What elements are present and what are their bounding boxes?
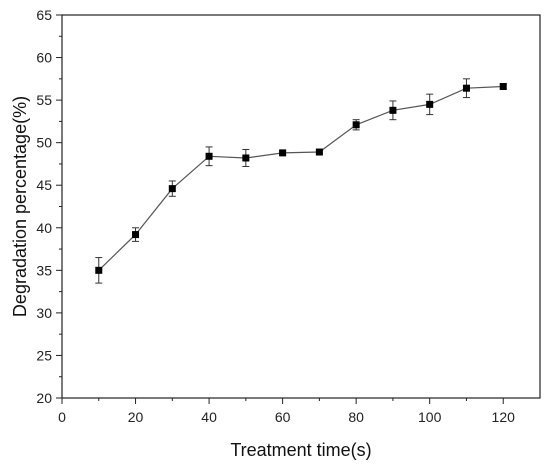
x-tick-label: 120 [492, 409, 516, 425]
y-tick-label: 30 [36, 305, 52, 321]
series-layer [95, 78, 507, 284]
plot-frame [61, 14, 541, 399]
data-point-marker [352, 121, 360, 129]
y-tick-label: 60 [36, 50, 52, 66]
y-tick-label: 55 [36, 92, 52, 108]
data-point-marker [95, 266, 103, 274]
plot-border [61, 14, 541, 399]
data-point-marker [242, 154, 250, 162]
y-tick-label: 45 [36, 177, 52, 193]
data-point-marker [426, 100, 434, 108]
data-point-marker [168, 185, 176, 193]
y-axis-ticks: 20 25 30 35 40 45 50 55 60 65 [36, 7, 62, 406]
x-axis-title: Treatment time(s) [230, 440, 371, 460]
y-tick-label: 20 [36, 390, 52, 406]
data-point-marker [499, 82, 507, 90]
x-tick-label: 0 [58, 409, 66, 425]
y-tick-label: 50 [36, 135, 52, 151]
data-point-marker [132, 231, 140, 239]
x-tick-label: 80 [348, 409, 364, 425]
data-point-marker [279, 149, 287, 157]
y-tick-label: 35 [36, 262, 52, 278]
data-point-marker [205, 152, 213, 160]
x-tick-label: 20 [128, 409, 144, 425]
x-tick-label: 40 [201, 409, 217, 425]
x-tick-label: 100 [418, 409, 442, 425]
x-tick-label: 60 [275, 409, 291, 425]
y-axis-title: Degradation percentage(%) [10, 96, 30, 317]
x-axis-ticks: 0 20 40 60 80 100 120 [58, 398, 515, 425]
y-tick-label: 65 [36, 7, 52, 23]
data-point-marker [389, 106, 397, 114]
y-tick-label: 40 [36, 220, 52, 236]
series-line [98, 85, 504, 271]
data-point-marker [462, 84, 470, 92]
data-point-marker [315, 148, 323, 156]
y-tick-label: 25 [36, 347, 52, 363]
